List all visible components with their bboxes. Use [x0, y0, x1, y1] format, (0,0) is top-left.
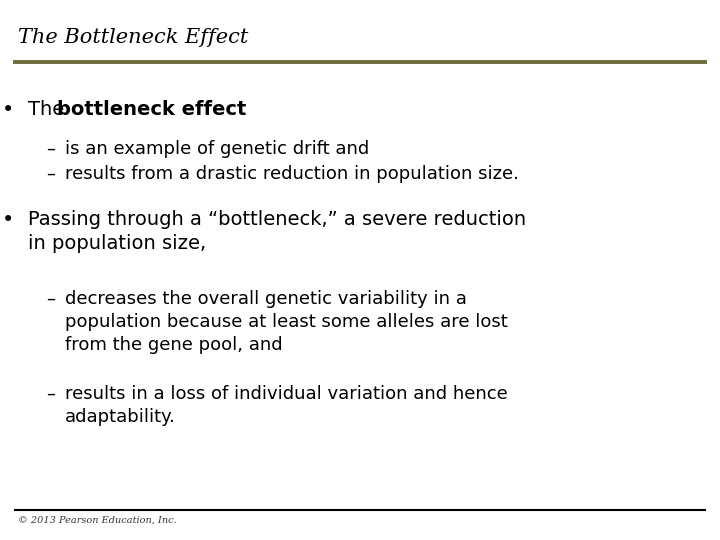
Text: Passing through a “bottleneck,” a severe reduction
in population size,: Passing through a “bottleneck,” a severe… — [28, 210, 526, 253]
Text: –: – — [46, 385, 55, 403]
Text: © 2013 Pearson Education, Inc.: © 2013 Pearson Education, Inc. — [18, 516, 176, 525]
Text: The Bottleneck Effect: The Bottleneck Effect — [18, 28, 248, 47]
Text: results from a drastic reduction in population size.: results from a drastic reduction in popu… — [65, 165, 519, 183]
Text: bottleneck effect: bottleneck effect — [57, 100, 246, 119]
Text: –: – — [46, 165, 55, 183]
Text: results in a loss of individual variation and hence
adaptability.: results in a loss of individual variatio… — [65, 385, 508, 426]
Text: –: – — [46, 290, 55, 308]
Text: decreases the overall genetic variability in a
population because at least some : decreases the overall genetic variabilit… — [65, 290, 508, 354]
Text: –: – — [46, 140, 55, 158]
Text: is an example of genetic drift and: is an example of genetic drift and — [65, 140, 369, 158]
Text: •: • — [1, 100, 14, 120]
Text: The: The — [28, 100, 71, 119]
Text: •: • — [1, 210, 14, 230]
